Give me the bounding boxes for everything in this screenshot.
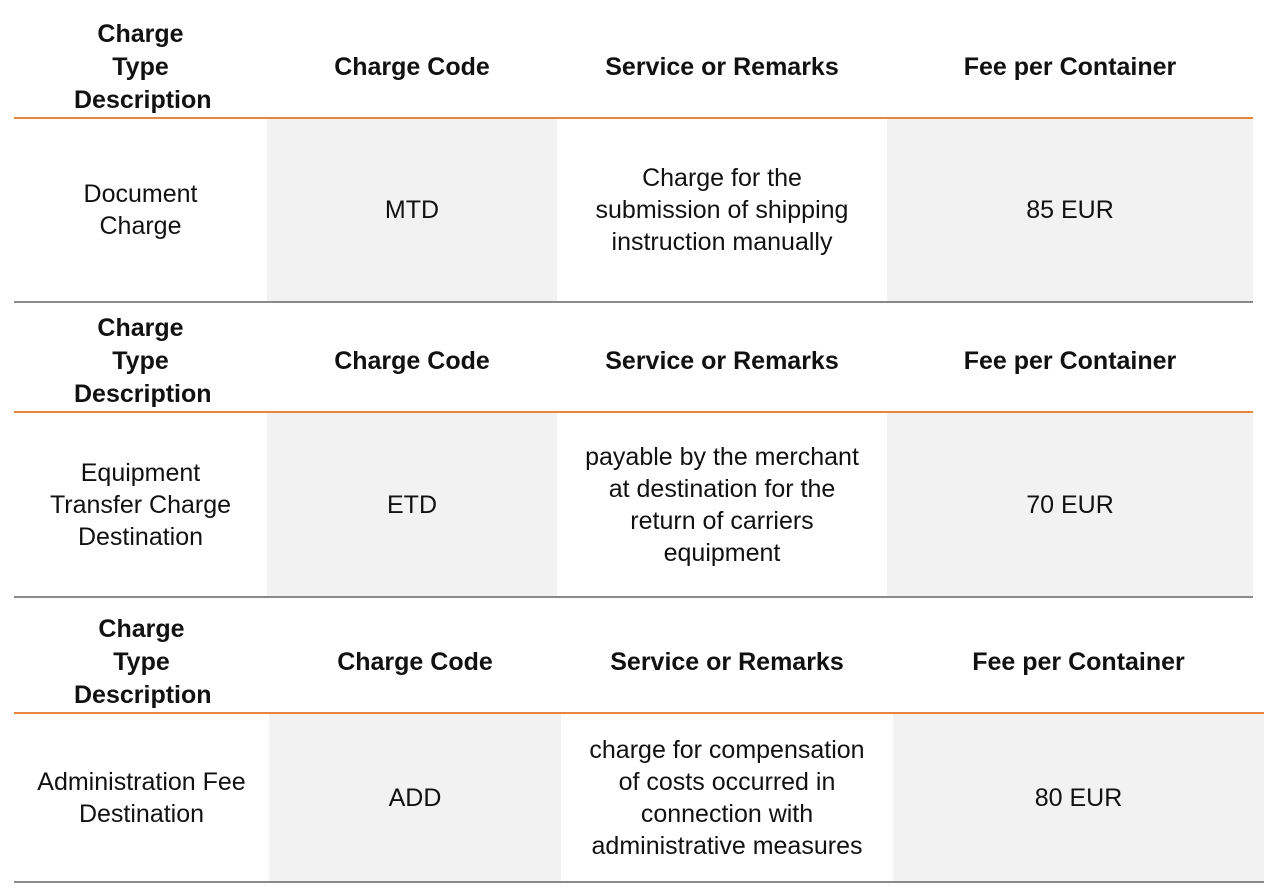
cell-remarks: charge for compensation of costs occurre… — [561, 713, 893, 883]
cell-fee: 85 EUR — [887, 118, 1253, 303]
charge-table-equipment-transfer: Charge Type Description Charge Code Serv… — [14, 312, 1253, 598]
table-header-row: Charge Type Description Charge Code Serv… — [14, 312, 1253, 413]
table-row: Equipment Transfer Charge Destination ET… — [14, 412, 1253, 598]
header-charge-code: Charge Code — [269, 613, 561, 714]
header-fee-per-container: Fee per Container — [887, 312, 1253, 413]
charge-table-administration: Charge Type Description Charge Code Serv… — [14, 613, 1264, 883]
cell-description: Document Charge — [14, 118, 267, 303]
table-header-row: Charge Type Description Charge Code Serv… — [14, 613, 1264, 714]
cell-code: MTD — [267, 118, 557, 303]
header-service-or-remarks: Service or Remarks — [557, 18, 887, 119]
charge-table-document: Charge Type Description Charge Code Serv… — [14, 18, 1253, 303]
header-charge-type-description: Charge Type Description — [14, 18, 267, 119]
cell-fee: 70 EUR — [887, 412, 1253, 598]
table-row: Administration Fee Destination ADD charg… — [14, 713, 1264, 883]
header-service-or-remarks: Service or Remarks — [561, 613, 893, 714]
cell-description: Administration Fee Destination — [14, 713, 269, 883]
header-charge-type-description: Charge Type Description — [14, 613, 269, 714]
header-fee-per-container: Fee per Container — [887, 18, 1253, 119]
cell-code: ETD — [267, 412, 557, 598]
cell-fee: 80 EUR — [893, 713, 1264, 883]
header-charge-type-description: Charge Type Description — [14, 312, 267, 413]
cell-remarks: Charge for the submission of shipping in… — [557, 118, 887, 303]
header-charge-code: Charge Code — [267, 312, 557, 413]
header-fee-per-container: Fee per Container — [893, 613, 1264, 714]
table-header-row: Charge Type Description Charge Code Serv… — [14, 18, 1253, 119]
cell-remarks: payable by the merchant at destination f… — [557, 412, 887, 598]
table-row: Document Charge MTD Charge for the submi… — [14, 118, 1253, 303]
header-service-or-remarks: Service or Remarks — [557, 312, 887, 413]
cell-code: ADD — [269, 713, 561, 883]
header-charge-code: Charge Code — [267, 18, 557, 119]
cell-description: Equipment Transfer Charge Destination — [14, 412, 267, 598]
